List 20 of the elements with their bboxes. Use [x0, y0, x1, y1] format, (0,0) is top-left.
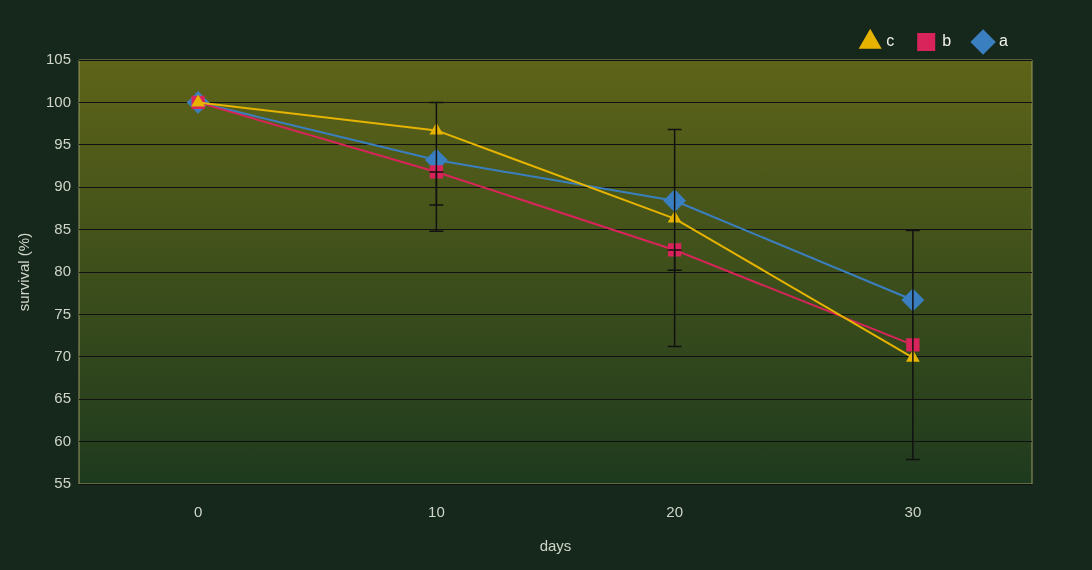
y-tick-label: 105	[46, 50, 72, 68]
legend-label: a	[999, 32, 1009, 50]
x-tick-label: 20	[666, 503, 683, 521]
x-axis-title: days	[539, 537, 572, 555]
y-tick-label: 90	[54, 177, 72, 195]
y-tick-label: 55	[54, 474, 72, 492]
legend-label: c	[886, 32, 895, 50]
y-axis-title: survival (%)	[15, 232, 33, 312]
y-tick-label: 95	[54, 134, 72, 152]
y-tick-label: 80	[54, 262, 72, 280]
x-tick-label: 30	[904, 503, 922, 521]
y-tick-label: 60	[54, 431, 72, 449]
x-tick-label: 0	[193, 503, 203, 521]
legend-label: b	[942, 32, 952, 50]
x-tick-label: 10	[428, 503, 445, 521]
y-tick-label: 85	[54, 219, 72, 237]
y-tick-label: 65	[54, 389, 72, 407]
y-tick-label: 75	[54, 304, 72, 322]
y-tick-label: 70	[54, 346, 72, 364]
y-tick-label: 100	[46, 92, 72, 110]
